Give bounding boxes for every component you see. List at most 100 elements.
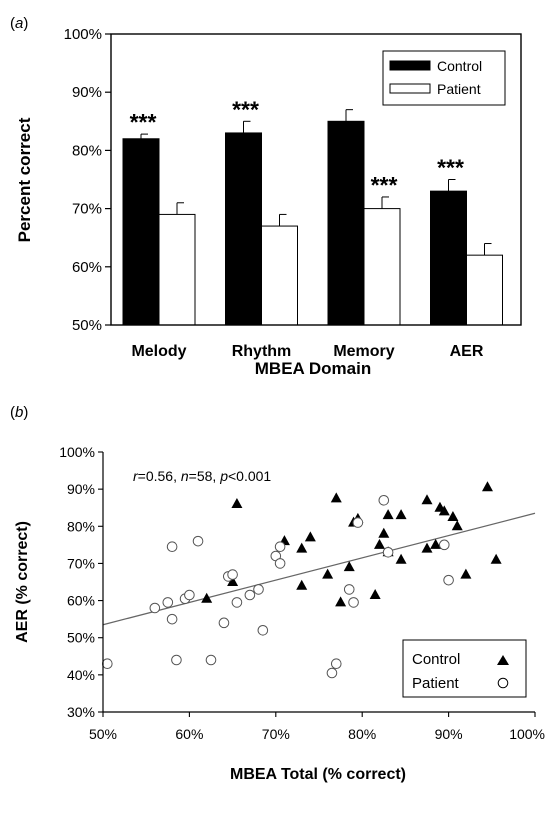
panel-b-y-tick-label: 80% xyxy=(67,518,95,534)
panel-b-x-tick-label: 50% xyxy=(89,726,117,742)
control-point xyxy=(227,576,239,586)
panel-a-y-ticks: 50% 60% 70% 80% 90% 100% xyxy=(64,26,111,334)
control-point xyxy=(343,561,355,572)
panel-a-legend: Control Patient xyxy=(382,50,506,106)
patient-point xyxy=(102,658,113,670)
panel-a-letter: a xyxy=(15,15,23,32)
patient-point xyxy=(274,558,286,569)
panel-a-x-categories: Melody Rhythm Memory AER xyxy=(131,343,483,360)
control-point xyxy=(460,568,472,579)
panel-b-label: (b) xyxy=(10,404,28,421)
control-point xyxy=(201,592,213,603)
patient-point xyxy=(184,589,195,601)
control-point xyxy=(395,509,407,520)
control-point xyxy=(451,520,463,531)
stats-p-value: <0.001 xyxy=(228,468,271,484)
control-point xyxy=(304,531,316,542)
panel-b-y-tick-label: 40% xyxy=(67,667,95,683)
panel-a-x-axis-label: MBEA Domain xyxy=(255,359,372,378)
patient-point xyxy=(231,597,243,608)
significance-stars: *** xyxy=(437,155,464,181)
legend-b-control-triangle xyxy=(497,655,509,665)
bar-patient-melody xyxy=(158,213,196,326)
bar-control-aer xyxy=(430,190,467,326)
panel-a-y-tick-label: 60% xyxy=(72,259,102,276)
panel-b-x-tick-label: 80% xyxy=(348,726,376,742)
patient-point xyxy=(274,541,286,553)
panel-a-label: (a) xyxy=(10,15,28,32)
bar-control-rhythm xyxy=(225,132,262,326)
panel-a: (a) 50% 60% 70% 80% 90% 100% *** *** *** *** Mel… xyxy=(10,15,522,378)
panel-a-legend-box xyxy=(382,50,506,106)
patient-point xyxy=(348,597,359,608)
panel-b-x-tick-label: 90% xyxy=(435,726,463,742)
panel-a-y-tick-label: 80% xyxy=(72,142,102,159)
panel-b-x-ticks: 50% 60% 70% 80% 90% 100% xyxy=(89,712,545,742)
bar-control-melody xyxy=(122,138,160,326)
control-point xyxy=(330,492,342,503)
patient-point xyxy=(257,624,269,636)
category-label-memory: Memory xyxy=(333,343,394,360)
legend-patient-label: Patient xyxy=(437,81,481,97)
patient-point xyxy=(227,569,238,580)
control-point xyxy=(378,527,390,538)
control-point xyxy=(481,481,493,492)
bar-control-memory xyxy=(327,120,365,326)
panel-b-x-axis-label: MBEA Total (% correct) xyxy=(230,766,406,783)
patient-point xyxy=(326,667,338,679)
control-point xyxy=(447,511,459,521)
panel-b-letter: b xyxy=(15,404,23,421)
patient-point xyxy=(382,546,394,558)
panel-b-y-tick-label: 100% xyxy=(59,444,95,460)
panel-a-y-tick-label: 100% xyxy=(64,26,102,43)
stats-r-value: =0.56, xyxy=(138,468,181,484)
significance-stars: *** xyxy=(130,109,157,135)
panel-b-points xyxy=(102,481,502,679)
panel-b-y-axis-label: AER (% correct) xyxy=(14,521,31,643)
control-point xyxy=(373,538,385,549)
panel-b-y-tick-label: 90% xyxy=(67,481,95,497)
control-point xyxy=(296,579,308,590)
control-point xyxy=(231,498,243,508)
panel-b-y-tick-label: 70% xyxy=(67,555,95,571)
patient-point xyxy=(443,574,454,586)
patient-point xyxy=(171,654,182,666)
legend-b-control-label: Control xyxy=(412,651,460,668)
panel-b-y-tick-label: 50% xyxy=(67,630,95,646)
control-point xyxy=(421,494,433,505)
patient-point xyxy=(330,658,342,670)
patient-point xyxy=(378,494,390,506)
control-point xyxy=(382,509,394,520)
patient-point xyxy=(438,539,450,551)
control-point xyxy=(430,538,442,549)
category-label-aer: AER xyxy=(450,343,484,360)
bar-patient-memory xyxy=(363,208,401,326)
bar-patient-aer xyxy=(466,254,503,326)
panel-a-y-tick-label: 70% xyxy=(72,201,102,218)
legend-control-swatch xyxy=(389,60,431,71)
stats-n-value: =58, xyxy=(189,468,221,484)
stats-r-label: r xyxy=(133,468,139,484)
panel-a-plot-frame xyxy=(110,33,522,326)
patient-point xyxy=(192,535,204,547)
panel-b-x-tick-label: 70% xyxy=(262,726,290,742)
patient-point xyxy=(166,541,178,553)
patient-point xyxy=(244,589,256,601)
control-point xyxy=(490,553,502,564)
patient-point xyxy=(343,584,355,595)
panel-b-y-tick-label: 30% xyxy=(67,704,95,720)
panel-b-y-ticks: 30% 40% 50% 60% 70% 80% 90% 100% xyxy=(59,444,103,720)
panel-b-y-tick-label: 60% xyxy=(67,593,95,609)
stats-n-label: n xyxy=(181,468,189,484)
panel-a-y-tick-label: 50% xyxy=(72,317,102,334)
stats-annotation: r=0.56, n=58, p<0.001 xyxy=(133,468,271,484)
panel-b: (b) 30% 40% 50% 60% 70% 80% 90% 100% 50% 60% 70% 8… xyxy=(10,404,545,783)
category-label-rhythm: Rhythm xyxy=(232,343,292,360)
category-label-melody: Melody xyxy=(131,343,186,360)
patient-point xyxy=(253,584,264,595)
patient-point xyxy=(162,597,174,608)
control-point xyxy=(335,596,347,607)
legend-b-patient-circle xyxy=(497,677,509,689)
legend-control-label: Control xyxy=(437,58,482,74)
legend-b-patient-label: Patient xyxy=(412,675,460,692)
